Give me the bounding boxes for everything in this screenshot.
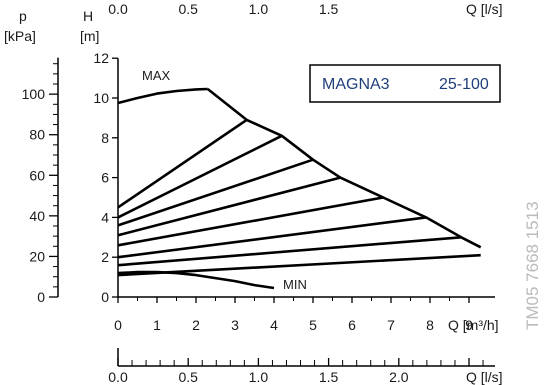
q-m3h-tick-label: 5: [309, 317, 317, 333]
p-tick-label: 0: [37, 289, 45, 305]
q-m3h-tick-label: 2: [192, 317, 200, 333]
h-axis-label: H: [83, 8, 93, 24]
h-tick-label: 6: [101, 170, 109, 186]
model-box: [309, 64, 501, 103]
h-tick-label: 4: [101, 209, 109, 225]
series-curve: [117, 196, 384, 247]
p-tick-label: 40: [29, 208, 45, 224]
q-ls-top-tick-label: 0.5: [178, 1, 198, 17]
series-curve: [117, 176, 341, 237]
p-axis-unit: [kPa]: [4, 28, 36, 44]
q-ls-bottom-axis-label: Q [l/s]: [466, 369, 503, 385]
q-ls-top-tick-label: 1.0: [249, 1, 269, 17]
h-tick-label: 2: [101, 249, 109, 265]
series-curve: [117, 158, 314, 227]
h-tick-label: 0: [101, 289, 109, 305]
h-axis-unit: [m]: [80, 28, 99, 44]
max-annotation: MAX: [142, 68, 171, 83]
q-m3h-tick-label: 3: [231, 317, 239, 333]
q-m3h-tick-label: 0: [114, 317, 122, 333]
series-curve: [117, 134, 283, 219]
q-m3h-tick-label: 9: [465, 317, 473, 333]
series-curve: [117, 253, 481, 277]
h-tick-label: 8: [101, 130, 109, 146]
q-ls-bottom-tick-label: 1.5: [319, 369, 339, 385]
model-size: 25-100: [439, 76, 489, 93]
p-tick-label: 100: [22, 86, 46, 102]
q-m3h-tick-label: 7: [387, 317, 395, 333]
model-name: MAGNA3: [322, 76, 390, 93]
h-tick-label: 12: [93, 50, 109, 66]
series-curve: [117, 216, 427, 259]
q-m3h-axis-label: Q [m³/h]: [448, 317, 499, 333]
q-ls-bottom-tick-label: 2.0: [389, 369, 409, 385]
series-curve: [117, 87, 208, 105]
q-ls-bottom-tick-label: 0.0: [108, 369, 128, 385]
p-tick-label: 60: [29, 167, 45, 183]
p-tick-label: 20: [29, 248, 45, 264]
q-m3h-tick-label: 1: [153, 317, 161, 333]
q-m3h-tick-label: 4: [270, 317, 278, 333]
q-m3h-tick-label: 8: [426, 317, 434, 333]
series-layer: [117, 87, 482, 290]
series-curve: [117, 118, 248, 209]
q-ls-bottom-tick-label: 1.0: [249, 369, 269, 385]
q-m3h-tick-label: 6: [348, 317, 356, 333]
p-tick-label: 80: [29, 127, 45, 143]
min-annotation: MIN: [283, 277, 307, 292]
drawing-code: TM05 7668 1513: [523, 201, 542, 330]
series-curve: [117, 236, 462, 267]
q-ls-top-tick-label: 1.5: [319, 1, 339, 17]
h-tick-label: 10: [93, 90, 109, 106]
series-curve: [206, 87, 482, 249]
q-ls-top-tick-label: 0.0: [108, 1, 128, 17]
series-curve: [117, 270, 275, 290]
q-ls-bottom-tick-label: 0.5: [178, 369, 198, 385]
text-layer: p [kPa] H [m] Q [l/s] Q [m³/h] Q [l/s] M…: [4, 1, 542, 385]
p-axis-label: p: [19, 8, 27, 24]
q-top-axis-label: Q [l/s]: [466, 1, 503, 17]
